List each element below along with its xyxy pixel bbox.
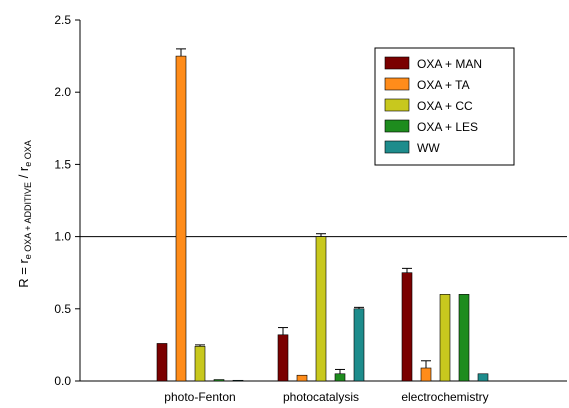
bar	[439, 294, 451, 382]
legend-swatch	[384, 119, 410, 133]
legend-swatch	[384, 56, 410, 70]
legend-swatch	[384, 98, 410, 112]
legend-label: OXA + MAN	[417, 57, 482, 71]
y-label-mid: / r	[16, 166, 31, 182]
bar	[458, 294, 470, 382]
bar	[477, 373, 489, 382]
y-axis-title: R = re OXA + ADDITIVE / re OXA	[16, 140, 33, 288]
bar	[232, 379, 244, 382]
bar	[420, 367, 432, 382]
legend-label: OXA + TA	[417, 78, 470, 92]
legend-label: WW	[417, 141, 440, 155]
legend-swatch	[384, 77, 410, 91]
x-category-label: electrochemistry	[401, 390, 488, 404]
y-label-sub2: e OXA	[23, 140, 33, 167]
legend-label: OXA + CC	[417, 99, 473, 113]
bar	[296, 374, 308, 382]
bar	[213, 379, 225, 382]
y-tick-label: 1.0	[54, 230, 71, 244]
bar	[315, 236, 327, 382]
y-axis-label: R = re OXA + ADDITIVE / re OXA	[16, 140, 33, 288]
legend-swatch	[384, 140, 410, 154]
y-label-sub1: e OXA + ADDITIVE	[23, 182, 33, 259]
bar	[277, 334, 289, 382]
bar	[334, 373, 346, 382]
y-tick-label: 0.5	[54, 302, 71, 316]
bar	[353, 308, 365, 382]
x-category-label: photocatalysis	[283, 390, 359, 404]
y-tick-label: 1.5	[54, 157, 71, 171]
bar	[175, 55, 187, 382]
bar	[401, 272, 413, 382]
y-tick-label: 0.0	[54, 374, 71, 388]
y-tick-label: 2.0	[54, 85, 71, 99]
bar	[156, 343, 168, 382]
y-label-lead: R = r	[16, 259, 31, 288]
legend-label: OXA + LES	[417, 120, 478, 134]
y-tick-label: 2.5	[54, 13, 71, 27]
bar	[194, 346, 206, 382]
plot-area: 0.0 0.5 1.0 1.5 2.0 2.5 photo-Fenton photocatal…	[54, 13, 567, 404]
x-category-label: photo-Fenton	[164, 390, 235, 404]
legend: OXA + MAN OXA + TA OXA + CC OXA + LES WW	[374, 47, 515, 166]
